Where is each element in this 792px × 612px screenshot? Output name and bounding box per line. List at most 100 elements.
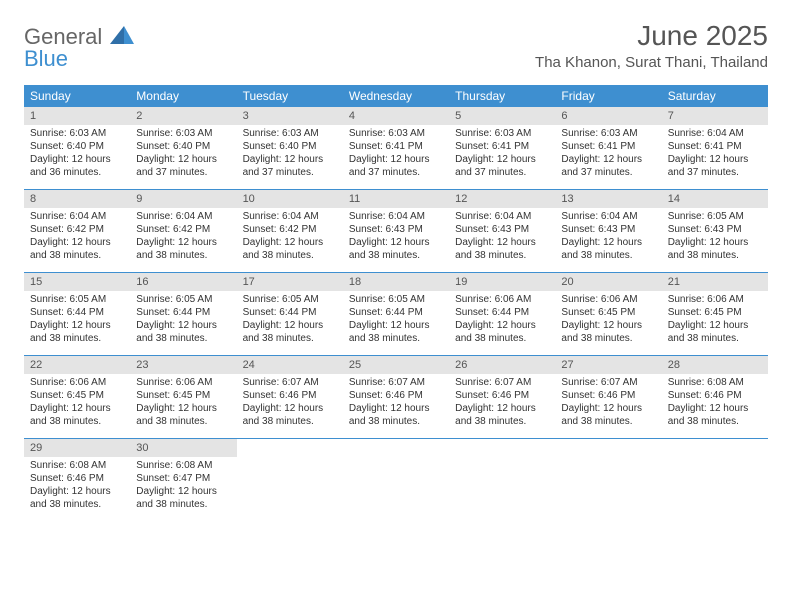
day-cell: 15Sunrise: 6:05 AMSunset: 6:44 PMDayligh… xyxy=(24,273,130,355)
sunset-text: Sunset: 6:42 PM xyxy=(243,223,337,236)
day-cell: 30Sunrise: 6:08 AMSunset: 6:47 PMDayligh… xyxy=(130,439,236,521)
daylight-text: Daylight: 12 hours and 38 minutes. xyxy=(349,319,443,345)
day-cell xyxy=(343,439,449,521)
page-subtitle: Tha Khanon, Surat Thani, Thailand xyxy=(535,54,768,71)
week-row: 1Sunrise: 6:03 AMSunset: 6:40 PMDaylight… xyxy=(24,107,768,190)
day-cell: 1Sunrise: 6:03 AMSunset: 6:40 PMDaylight… xyxy=(24,107,130,189)
day-number: 20 xyxy=(555,273,661,291)
day-cell: 2Sunrise: 6:03 AMSunset: 6:40 PMDaylight… xyxy=(130,107,236,189)
sunset-text: Sunset: 6:44 PM xyxy=(30,306,124,319)
day-info: Sunrise: 6:03 AMSunset: 6:41 PMDaylight:… xyxy=(343,125,449,185)
day-cell: 22Sunrise: 6:06 AMSunset: 6:45 PMDayligh… xyxy=(24,356,130,438)
day-info: Sunrise: 6:04 AMSunset: 6:42 PMDaylight:… xyxy=(130,208,236,268)
sunset-text: Sunset: 6:46 PM xyxy=(561,389,655,402)
daylight-text: Daylight: 12 hours and 38 minutes. xyxy=(243,402,337,428)
day-number: 13 xyxy=(555,190,661,208)
day-cell: 11Sunrise: 6:04 AMSunset: 6:43 PMDayligh… xyxy=(343,190,449,272)
sunrise-text: Sunrise: 6:06 AM xyxy=(561,293,655,306)
week-row: 8Sunrise: 6:04 AMSunset: 6:42 PMDaylight… xyxy=(24,190,768,273)
day-number: 3 xyxy=(237,107,343,125)
dow-header-row: Sunday Monday Tuesday Wednesday Thursday… xyxy=(24,85,768,107)
sunrise-text: Sunrise: 6:04 AM xyxy=(30,210,124,223)
sunrise-text: Sunrise: 6:07 AM xyxy=(349,376,443,389)
day-info: Sunrise: 6:04 AMSunset: 6:41 PMDaylight:… xyxy=(662,125,768,185)
sunset-text: Sunset: 6:41 PM xyxy=(561,140,655,153)
sunset-text: Sunset: 6:46 PM xyxy=(30,472,124,485)
day-number: 1 xyxy=(24,107,130,125)
sunrise-text: Sunrise: 6:07 AM xyxy=(455,376,549,389)
day-info: Sunrise: 6:04 AMSunset: 6:42 PMDaylight:… xyxy=(237,208,343,268)
day-cell: 25 Sunrise: 6:07 AMSunset: 6:46 PMDayligh… xyxy=(343,356,449,438)
sunrise-text: Sunrise: 6:05 AM xyxy=(243,293,337,306)
daylight-text: Daylight: 12 hours and 37 minutes. xyxy=(668,153,762,179)
daylight-text: Daylight: 12 hours and 38 minutes. xyxy=(668,236,762,262)
sunset-text: Sunset: 6:45 PM xyxy=(668,306,762,319)
day-cell: 13Sunrise: 6:04 AMSunset: 6:43 PMDayligh… xyxy=(555,190,661,272)
daylight-text: Daylight: 12 hours and 38 minutes. xyxy=(349,402,443,428)
sunset-text: Sunset: 6:41 PM xyxy=(455,140,549,153)
day-info: Sunrise: 6:03 AMSunset: 6:40 PMDaylight:… xyxy=(130,125,236,185)
day-info: Sunrise: 6:04 AMSunset: 6:43 PMDaylight:… xyxy=(343,208,449,268)
dow-tuesday: Tuesday xyxy=(237,85,343,107)
sunrise-text: Sunrise: 6:05 AM xyxy=(136,293,230,306)
dow-friday: Friday xyxy=(555,85,661,107)
daylight-text: Daylight: 12 hours and 38 minutes. xyxy=(30,485,124,511)
sunrise-text: Sunrise: 6:08 AM xyxy=(668,376,762,389)
week-row: 15Sunrise: 6:05 AMSunset: 6:44 PMDayligh… xyxy=(24,273,768,356)
day-cell xyxy=(555,439,661,521)
day-info: Sunrise: 6:03 AMSunset: 6:41 PMDaylight:… xyxy=(555,125,661,185)
day-number: 27 xyxy=(555,356,661,374)
sunset-text: Sunset: 6:42 PM xyxy=(30,223,124,236)
day-info: Sunrise: 6:05 AMSunset: 6:44 PMDaylight:… xyxy=(24,291,130,351)
day-cell: 17Sunrise: 6:05 AMSunset: 6:44 PMDayligh… xyxy=(237,273,343,355)
sunset-text: Sunset: 6:44 PM xyxy=(243,306,337,319)
sunset-text: Sunset: 6:43 PM xyxy=(455,223,549,236)
day-number: 25 xyxy=(343,356,449,374)
day-number: 5 xyxy=(449,107,555,125)
daylight-text: Daylight: 12 hours and 38 minutes. xyxy=(668,319,762,345)
page: General Blue June 2025 Tha Khanon, Surat… xyxy=(0,0,792,541)
day-info: Sunrise: 6:08 AMSunset: 6:46 PMDaylight:… xyxy=(24,457,130,517)
day-info: Sunrise: 6:05 AMSunset: 6:43 PMDaylight:… xyxy=(662,208,768,268)
sunset-text: Sunset: 6:40 PM xyxy=(136,140,230,153)
sunrise-text: Sunrise: 6:03 AM xyxy=(30,127,124,140)
day-cell: 5Sunrise: 6:03 AMSunset: 6:41 PMDaylight… xyxy=(449,107,555,189)
daylight-text: Daylight: 12 hours and 37 minutes. xyxy=(243,153,337,179)
sunset-text: Sunset: 6:44 PM xyxy=(455,306,549,319)
day-cell: 19Sunrise: 6:06 AMSunset: 6:44 PMDayligh… xyxy=(449,273,555,355)
day-cell: 7Sunrise: 6:04 AMSunset: 6:41 PMDaylight… xyxy=(662,107,768,189)
daylight-text: Daylight: 12 hours and 38 minutes. xyxy=(136,319,230,345)
daylight-text: Daylight: 12 hours and 38 minutes. xyxy=(30,319,124,345)
day-number: 6 xyxy=(555,107,661,125)
daylight-text: Daylight: 12 hours and 38 minutes. xyxy=(668,402,762,428)
day-cell xyxy=(449,439,555,521)
daylight-text: Daylight: 12 hours and 38 minutes. xyxy=(455,402,549,428)
day-number: 10 xyxy=(237,190,343,208)
day-number: 12 xyxy=(449,190,555,208)
day-cell: 8Sunrise: 6:04 AMSunset: 6:42 PMDaylight… xyxy=(24,190,130,272)
sunrise-text: Sunrise: 6:04 AM xyxy=(455,210,549,223)
day-cell xyxy=(662,439,768,521)
sunrise-text: Sunrise: 6:04 AM xyxy=(561,210,655,223)
daylight-text: Daylight: 12 hours and 38 minutes. xyxy=(136,236,230,262)
dow-thursday: Thursday xyxy=(449,85,555,107)
daylight-text: Daylight: 12 hours and 38 minutes. xyxy=(561,319,655,345)
sunset-text: Sunset: 6:46 PM xyxy=(243,389,337,402)
day-info: Sunrise: 6:06 AMSunset: 6:44 PMDaylight:… xyxy=(449,291,555,351)
sunset-text: Sunset: 6:46 PM xyxy=(349,389,443,402)
day-number: 24 xyxy=(237,356,343,374)
sunset-text: Sunset: 6:45 PM xyxy=(136,389,230,402)
week-row: 22Sunrise: 6:06 AMSunset: 6:45 PMDayligh… xyxy=(24,356,768,439)
sunrise-text: Sunrise: 6:04 AM xyxy=(243,210,337,223)
day-cell: 6Sunrise: 6:03 AMSunset: 6:41 PMDaylight… xyxy=(555,107,661,189)
sunset-text: Sunset: 6:41 PM xyxy=(349,140,443,153)
weeks-container: 1Sunrise: 6:03 AMSunset: 6:40 PMDaylight… xyxy=(24,107,768,521)
day-cell: 18Sunrise: 6:05 AMSunset: 6:44 PMDayligh… xyxy=(343,273,449,355)
sunrise-text: Sunrise: 6:04 AM xyxy=(136,210,230,223)
day-cell: 9Sunrise: 6:04 AMSunset: 6:42 PMDaylight… xyxy=(130,190,236,272)
dow-saturday: Saturday xyxy=(662,85,768,107)
day-cell: 20Sunrise: 6:06 AMSunset: 6:45 PMDayligh… xyxy=(555,273,661,355)
day-number: 23 xyxy=(130,356,236,374)
day-cell: 27Sunrise: 6:07 AMSunset: 6:46 PMDayligh… xyxy=(555,356,661,438)
sunset-text: Sunset: 6:40 PM xyxy=(30,140,124,153)
